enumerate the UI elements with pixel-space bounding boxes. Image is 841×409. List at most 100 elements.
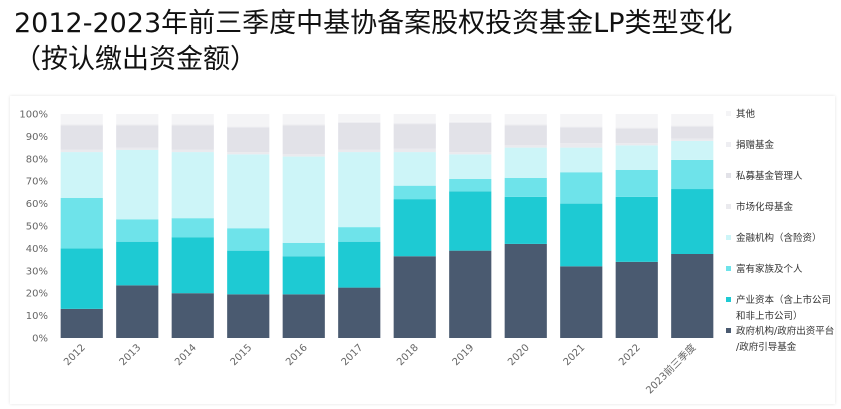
bar-segment (449, 121, 492, 123)
bar-segment (171, 237, 214, 294)
y-tick-label: 100% (19, 110, 48, 121)
bar-segment (504, 114, 547, 125)
bar-segment (671, 125, 714, 127)
bar-segment (449, 122, 492, 153)
y-tick-label: 90% (26, 132, 48, 143)
bar-segment (615, 127, 658, 129)
legend-label: 私募基金管理人 (736, 170, 803, 182)
legend-label: 产业资本（含上市公司 (736, 294, 831, 306)
bar-segment (227, 126, 270, 128)
bar-segment (504, 145, 547, 148)
y-tick-label: 0% (32, 334, 48, 345)
bar-segment (449, 154, 492, 179)
bar-segment (671, 189, 714, 254)
x-tick-label: 2015 (229, 342, 255, 368)
bar-segment (504, 124, 547, 126)
y-tick-label: 20% (26, 289, 48, 300)
bar-segment (60, 248, 103, 309)
bar-segment (282, 294, 325, 338)
bar-segment (449, 178, 492, 192)
bar-segment (171, 149, 214, 153)
bar-segment (671, 114, 714, 126)
y-tick-label: 30% (26, 266, 48, 277)
bar-segment (171, 125, 214, 150)
bar-segment (338, 149, 381, 153)
bar-segment (393, 122, 436, 125)
bar-segment (671, 126, 714, 139)
bar-segment (60, 149, 103, 153)
x-tick-label: 2012 (62, 342, 88, 368)
bar-segment (504, 125, 547, 146)
legend-label: 富有家族及个人 (736, 263, 803, 275)
bar-segment (171, 293, 214, 338)
bar-segment (338, 287, 381, 338)
legend-label: 其他 (736, 108, 756, 120)
bar-segment (227, 294, 270, 338)
bar-segment (449, 152, 492, 155)
bar-segment (116, 241, 159, 286)
bar-segment (393, 152, 436, 186)
bar-segment (449, 250, 492, 338)
bar-segment (338, 152, 381, 228)
bar-segment (560, 126, 603, 128)
bar-segment (282, 124, 325, 126)
bar-segment (560, 147, 603, 173)
bar-segment (227, 127, 270, 153)
chart-panel: 0% 10% 20% 30% 40% 50% 60% 70% 80% 90% 100% 2012 201… (10, 96, 835, 404)
legend-swatch (726, 142, 731, 147)
bar-segment (393, 256, 436, 338)
bar-segment (171, 218, 214, 238)
bar-segment (282, 256, 325, 295)
bar-segment (116, 114, 159, 125)
bar-segment (116, 124, 159, 126)
bar-segment (560, 114, 603, 127)
legend-label: 市场化母基金 (736, 201, 794, 213)
legend-label: 金融机构（含险资） (736, 232, 822, 244)
title-line-1: 2012-2023年前三季度中基协备案股权投资基金LP类型变化 (14, 8, 733, 39)
x-tick-label: 2020 (506, 342, 532, 368)
bar-segment (282, 114, 325, 125)
bar-segment (671, 254, 714, 338)
bar-segment (338, 122, 381, 150)
y-tick-label: 60% (26, 199, 48, 210)
bar-segment (60, 152, 103, 198)
bar-segment (282, 242, 325, 257)
bar-segment (227, 228, 270, 251)
bar-segment (338, 121, 381, 123)
x-tick-label: 2016 (284, 342, 310, 368)
bar-segment (116, 125, 159, 148)
bar-segment (60, 198, 103, 249)
stacked-bar-chart: 0% 10% 20% 30% 40% 50% 60% 70% 80% 90% 100% 2012 201… (19, 108, 834, 396)
bar-segment (504, 177, 547, 197)
bar-segment (615, 114, 658, 128)
bar-segment (282, 156, 325, 243)
bar-segment (60, 124, 103, 126)
bar-segment (504, 147, 547, 178)
title-line-2: （按认缴出资金额） (14, 44, 257, 75)
bar-segment (504, 196, 547, 244)
bar-segment (671, 138, 714, 141)
y-tick-label: 40% (26, 244, 48, 255)
y-tick-label: 80% (26, 154, 48, 165)
bar-segment (560, 172, 603, 204)
x-tick-label: 2013 (118, 342, 144, 368)
bar-segment (227, 152, 270, 155)
legend-swatch (726, 266, 731, 271)
x-tick-label: 2017 (340, 342, 366, 368)
legend-label: /政府引导基金 (736, 341, 797, 353)
bar-segment (171, 124, 214, 126)
y-tick-label: 70% (26, 177, 48, 188)
x-tick-label: 2019 (451, 342, 477, 368)
bar-segment (560, 203, 603, 267)
x-tick-label: 2021 (562, 342, 588, 368)
bar-segment (393, 185, 436, 200)
bar-segment (227, 250, 270, 295)
bar-segment (338, 114, 381, 122)
bar-segment (615, 170, 658, 197)
bar-segment (227, 114, 270, 127)
bar-segment (282, 154, 325, 157)
page-title: 2012-2023年前三季度中基协备案股权投资基金LP类型变化 （按认缴出资金额… (14, 6, 834, 78)
x-tick-label: 2022 (617, 342, 643, 368)
bar-segment (338, 227, 381, 242)
bar-segment (560, 127, 603, 144)
